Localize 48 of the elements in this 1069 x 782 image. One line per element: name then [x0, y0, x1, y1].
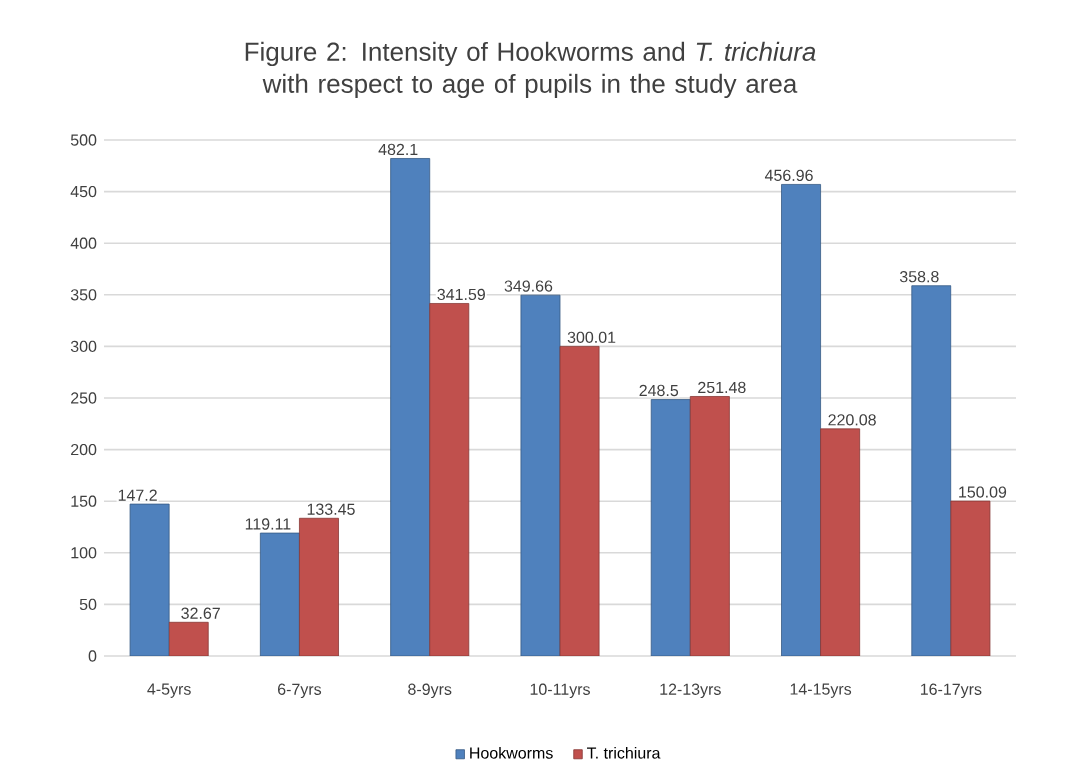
y-tick-label: 50 — [79, 598, 97, 611]
bar — [299, 517, 339, 656]
x-tick-label: 8-9yrs — [408, 683, 452, 699]
data-label: 358.8 — [899, 271, 939, 283]
y-tick-label: 200 — [71, 443, 97, 456]
x-tick-label: 4-5yrs — [147, 683, 191, 698]
x-tick-label: 14-15yrs — [790, 683, 852, 698]
x-tick-label: 16-17yrs — [920, 683, 982, 699]
y-tick-label: 300 — [70, 340, 97, 353]
data-label: 300.01 — [567, 331, 616, 343]
y-tick-label: 100 — [71, 547, 97, 559]
data-label: 251.48 — [698, 381, 746, 394]
data-label: 482.1 — [378, 143, 418, 156]
data-label: 456.96 — [764, 169, 813, 182]
data-label: 248.5 — [639, 384, 679, 397]
y-tick-label: 150 — [71, 495, 97, 507]
bar — [950, 500, 991, 656]
y-tick-label: 0 — [88, 650, 97, 662]
data-label: 147.2 — [118, 489, 157, 501]
bar — [650, 399, 691, 656]
y-tick-label: 500 — [70, 134, 97, 146]
bar — [689, 396, 730, 656]
bar — [781, 184, 821, 656]
bar — [559, 345, 600, 656]
legend-label: Hookworms — [470, 746, 553, 759]
bar — [429, 303, 470, 656]
x-tick-label: 12-13yrs — [660, 683, 721, 699]
bar — [390, 158, 431, 656]
data-label: 150.09 — [959, 486, 1007, 498]
legend-label: T. trichiura — [587, 746, 661, 759]
data-label: 133.45 — [307, 503, 355, 515]
data-label: 341.59 — [437, 288, 485, 301]
data-label: 32.67 — [181, 607, 220, 619]
bar — [259, 532, 300, 656]
bar — [168, 621, 209, 656]
y-tick-label: 350 — [70, 289, 97, 301]
chart-title: Figure 2: Intensity of Hookworms and T. trichiura with respect to age of pupils in the study area — [245, 41, 816, 99]
bar — [911, 285, 952, 656]
y-tick-label: 450 — [70, 185, 97, 198]
bar — [520, 294, 561, 656]
data-label: 119.11 — [245, 518, 291, 530]
data-label: 349.66 — [504, 280, 553, 292]
x-tick-label: 6-7yrs — [278, 683, 322, 699]
y-tick-label: 250 — [71, 392, 97, 404]
y-tick-label: 400 — [70, 237, 97, 249]
bar — [820, 428, 861, 656]
x-tick-label: 10-11yrs — [530, 683, 590, 699]
data-label: 220.08 — [828, 414, 876, 426]
